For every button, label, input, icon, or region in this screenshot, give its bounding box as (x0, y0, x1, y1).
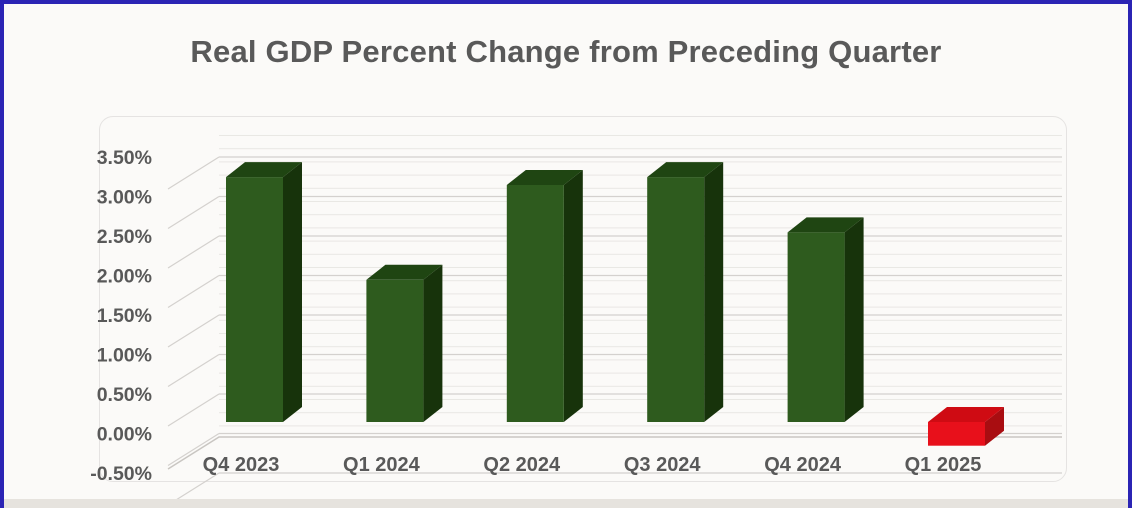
side-wall-gridline (167, 393, 220, 427)
bar-q1-2024 (366, 279, 424, 422)
bar-q4-2023 (226, 177, 283, 422)
bar-q1-2025-top (928, 407, 1004, 422)
y-axis-tick-label: 3.00% (97, 187, 152, 209)
y-axis-tick-label: 3.50% (97, 147, 152, 169)
bar-q1-2025-side (985, 407, 1004, 446)
category-axis-line (167, 436, 1062, 470)
bar-q3-2024-top (647, 162, 724, 178)
side-wall-gridline (167, 314, 220, 348)
side-wall-gridline (167, 195, 220, 230)
side-wall-gridline (167, 353, 220, 388)
x-axis-tick-label: Q3 2024 (624, 454, 702, 476)
bar-q2-2024-top (506, 170, 583, 185)
bar-q1-2024-side (423, 264, 443, 422)
bar-q4-2024-top (787, 217, 864, 233)
x-axis-tick-label: Q4 2024 (764, 454, 842, 476)
x-axis-tick-label: Q4 2023 (203, 454, 280, 476)
bar-q3-2024 (647, 177, 705, 422)
side-wall-gridline (167, 156, 220, 190)
y-axis-tick-label: 1.50% (97, 305, 152, 327)
bar-q2-2024-side (563, 170, 583, 422)
gdp-3d-bar-chart: 3.50% 3.00% 2.50% 2.00% 1.50% 1.00% 0.50% 0.00%… (90, 128, 1062, 506)
bar-q4-2024 (787, 232, 845, 422)
bar-q3-2024-side (704, 162, 724, 422)
plot-area-frame (99, 116, 1067, 482)
bar-q2-2024 (506, 185, 564, 422)
x-axis-tick-label: Q2 2024 (483, 454, 561, 476)
y-axis-tick-label: 1.00% (97, 345, 152, 367)
y-axis-tick-label: -0.50% (90, 463, 152, 485)
y-axis-tick-label: 2.50% (97, 226, 152, 248)
back-wall-texture (219, 128, 1062, 437)
bar-q1-2024-top (366, 264, 443, 280)
y-axis-tick-label: 0.50% (97, 384, 152, 406)
side-wall-gridline (167, 235, 220, 269)
x-axis-tick-label: Q1 2024 (343, 454, 421, 476)
chart-floor-strip (4, 499, 1128, 508)
y-axis-tick-label: 2.00% (97, 266, 152, 288)
bar-q1-2025 (928, 422, 985, 446)
bar-q4-2023-side (283, 162, 302, 422)
side-wall-gridline (167, 274, 220, 309)
side-wall-gridline (167, 432, 220, 467)
bar-q4-2023-top (226, 162, 302, 178)
chart-title: Real GDP Percent Change from Preceding Q… (190, 34, 942, 69)
bar-q4-2024-side (844, 217, 864, 422)
y-axis-tick-label: 0.00% (97, 424, 152, 446)
x-axis-tick-label: Q1 2025 (905, 454, 982, 476)
